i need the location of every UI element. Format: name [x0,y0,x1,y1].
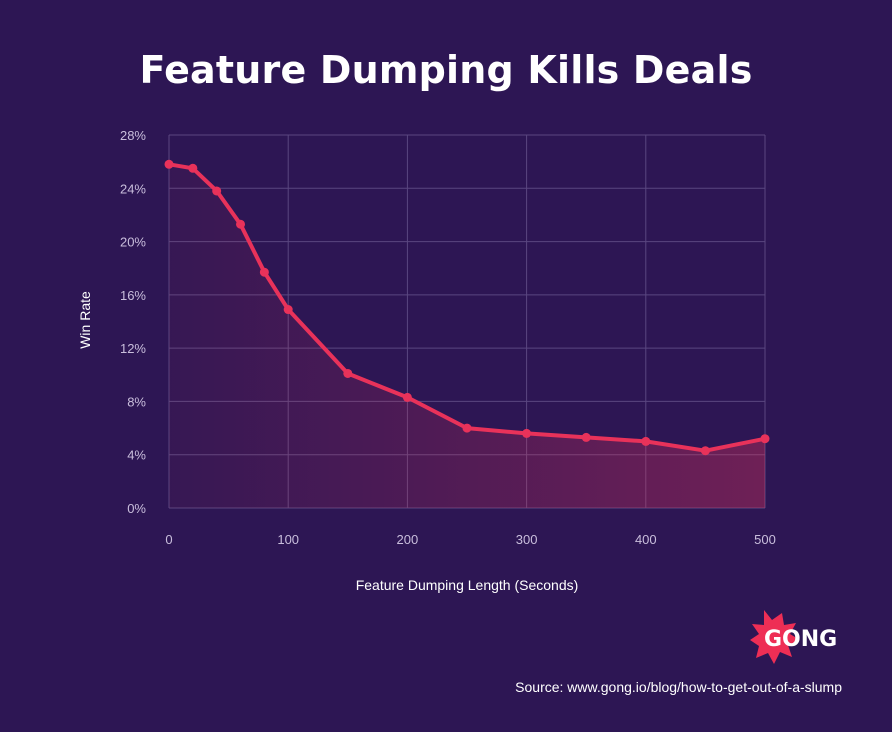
x-tick-label: 200 [397,532,419,547]
data-point [641,436,651,446]
series-line [167,162,767,453]
data-point [343,368,353,378]
y-axis-title: Win Rate [77,291,93,349]
x-tick-label: 500 [754,532,776,547]
data-point [700,446,710,456]
data-point [212,186,222,196]
data-point [164,159,174,169]
data-point [522,428,532,438]
chart-title: Feature Dumping Kills Deals [139,48,753,92]
x-tick-label: 0 [165,532,172,547]
series-area [169,164,765,509]
y-tick-label: 12% [120,341,146,356]
gong-logo: GONG [750,610,837,664]
data-point [188,163,198,173]
logo-burst-icon [750,610,800,664]
y-tick-label: 20% [120,235,146,250]
y-tick-label: 0% [127,501,146,516]
data-point [462,423,472,433]
x-tick-label: 100 [277,532,299,547]
data-point [402,392,412,402]
source-caption: Source: www.gong.io/blog/how-to-get-out-… [515,679,842,695]
y-tick-label: 28% [120,128,146,143]
y-tick-label: 8% [127,394,146,409]
data-point [581,432,591,442]
data-point [760,434,770,444]
y-tick-label: 16% [120,288,146,303]
x-tick-label: 400 [635,532,657,547]
data-point [236,219,246,229]
logo-text: GONG [764,627,837,652]
x-tick-label: 300 [516,532,538,547]
y-tick-label: 24% [120,181,146,196]
x-axis-title: Feature Dumping Length (Seconds) [356,577,579,593]
data-point [259,267,269,277]
data-point [283,305,293,315]
y-tick-label: 4% [127,448,146,463]
